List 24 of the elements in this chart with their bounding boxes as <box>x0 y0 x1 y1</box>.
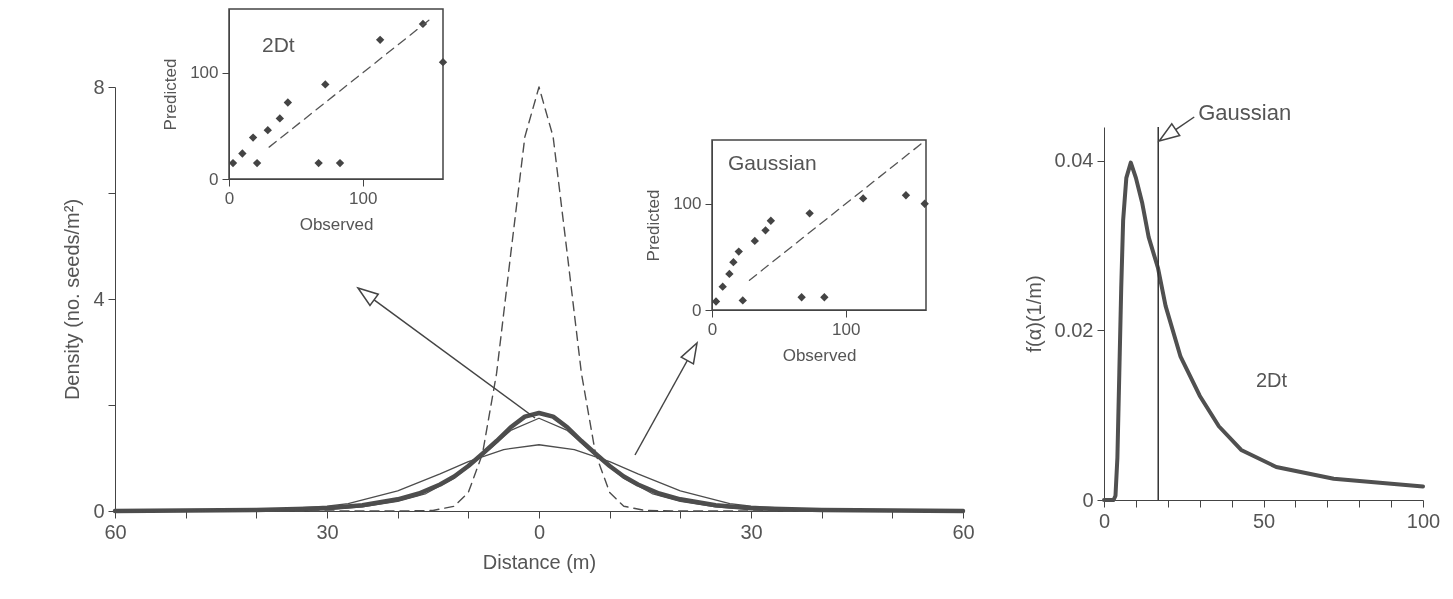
x-tick-label: 60 <box>104 520 127 543</box>
x-tick-label: 30 <box>740 520 763 543</box>
x-tick-label: 0 <box>533 520 546 543</box>
y-axis-title: Density (no. seeds/m²) <box>61 198 84 401</box>
x-axis-title: Distance (m) <box>482 550 597 573</box>
y-axis-title: Predicted <box>644 189 664 262</box>
x-tick-label: 0 <box>1098 509 1111 532</box>
x-tick-label: 50 <box>1252 509 1276 532</box>
ref-line-label: Gaussian <box>1198 100 1292 125</box>
y-tick-label: 0.04 <box>1054 149 1094 172</box>
text: 2Dt <box>262 33 295 56</box>
y-tick-label: 4 <box>93 287 105 310</box>
x-tick-label: 60 <box>952 520 975 543</box>
text: 2Dt <box>1256 369 1288 391</box>
x-tick-label: 30 <box>316 520 339 543</box>
y-tick-label: 0.02 <box>1054 318 1094 341</box>
text: Gaussian <box>728 151 817 174</box>
y-tick-label: 8 <box>93 75 105 98</box>
y-tick-label: 0 <box>1082 488 1094 511</box>
y-axis-title: f(α)(1/m) <box>1022 275 1045 353</box>
y-axis-title: Predicted <box>161 58 181 131</box>
x-axis-title: Observed <box>782 345 857 365</box>
x-tick-label: 100 <box>1406 509 1441 532</box>
x-axis-title: Observed <box>299 214 374 234</box>
